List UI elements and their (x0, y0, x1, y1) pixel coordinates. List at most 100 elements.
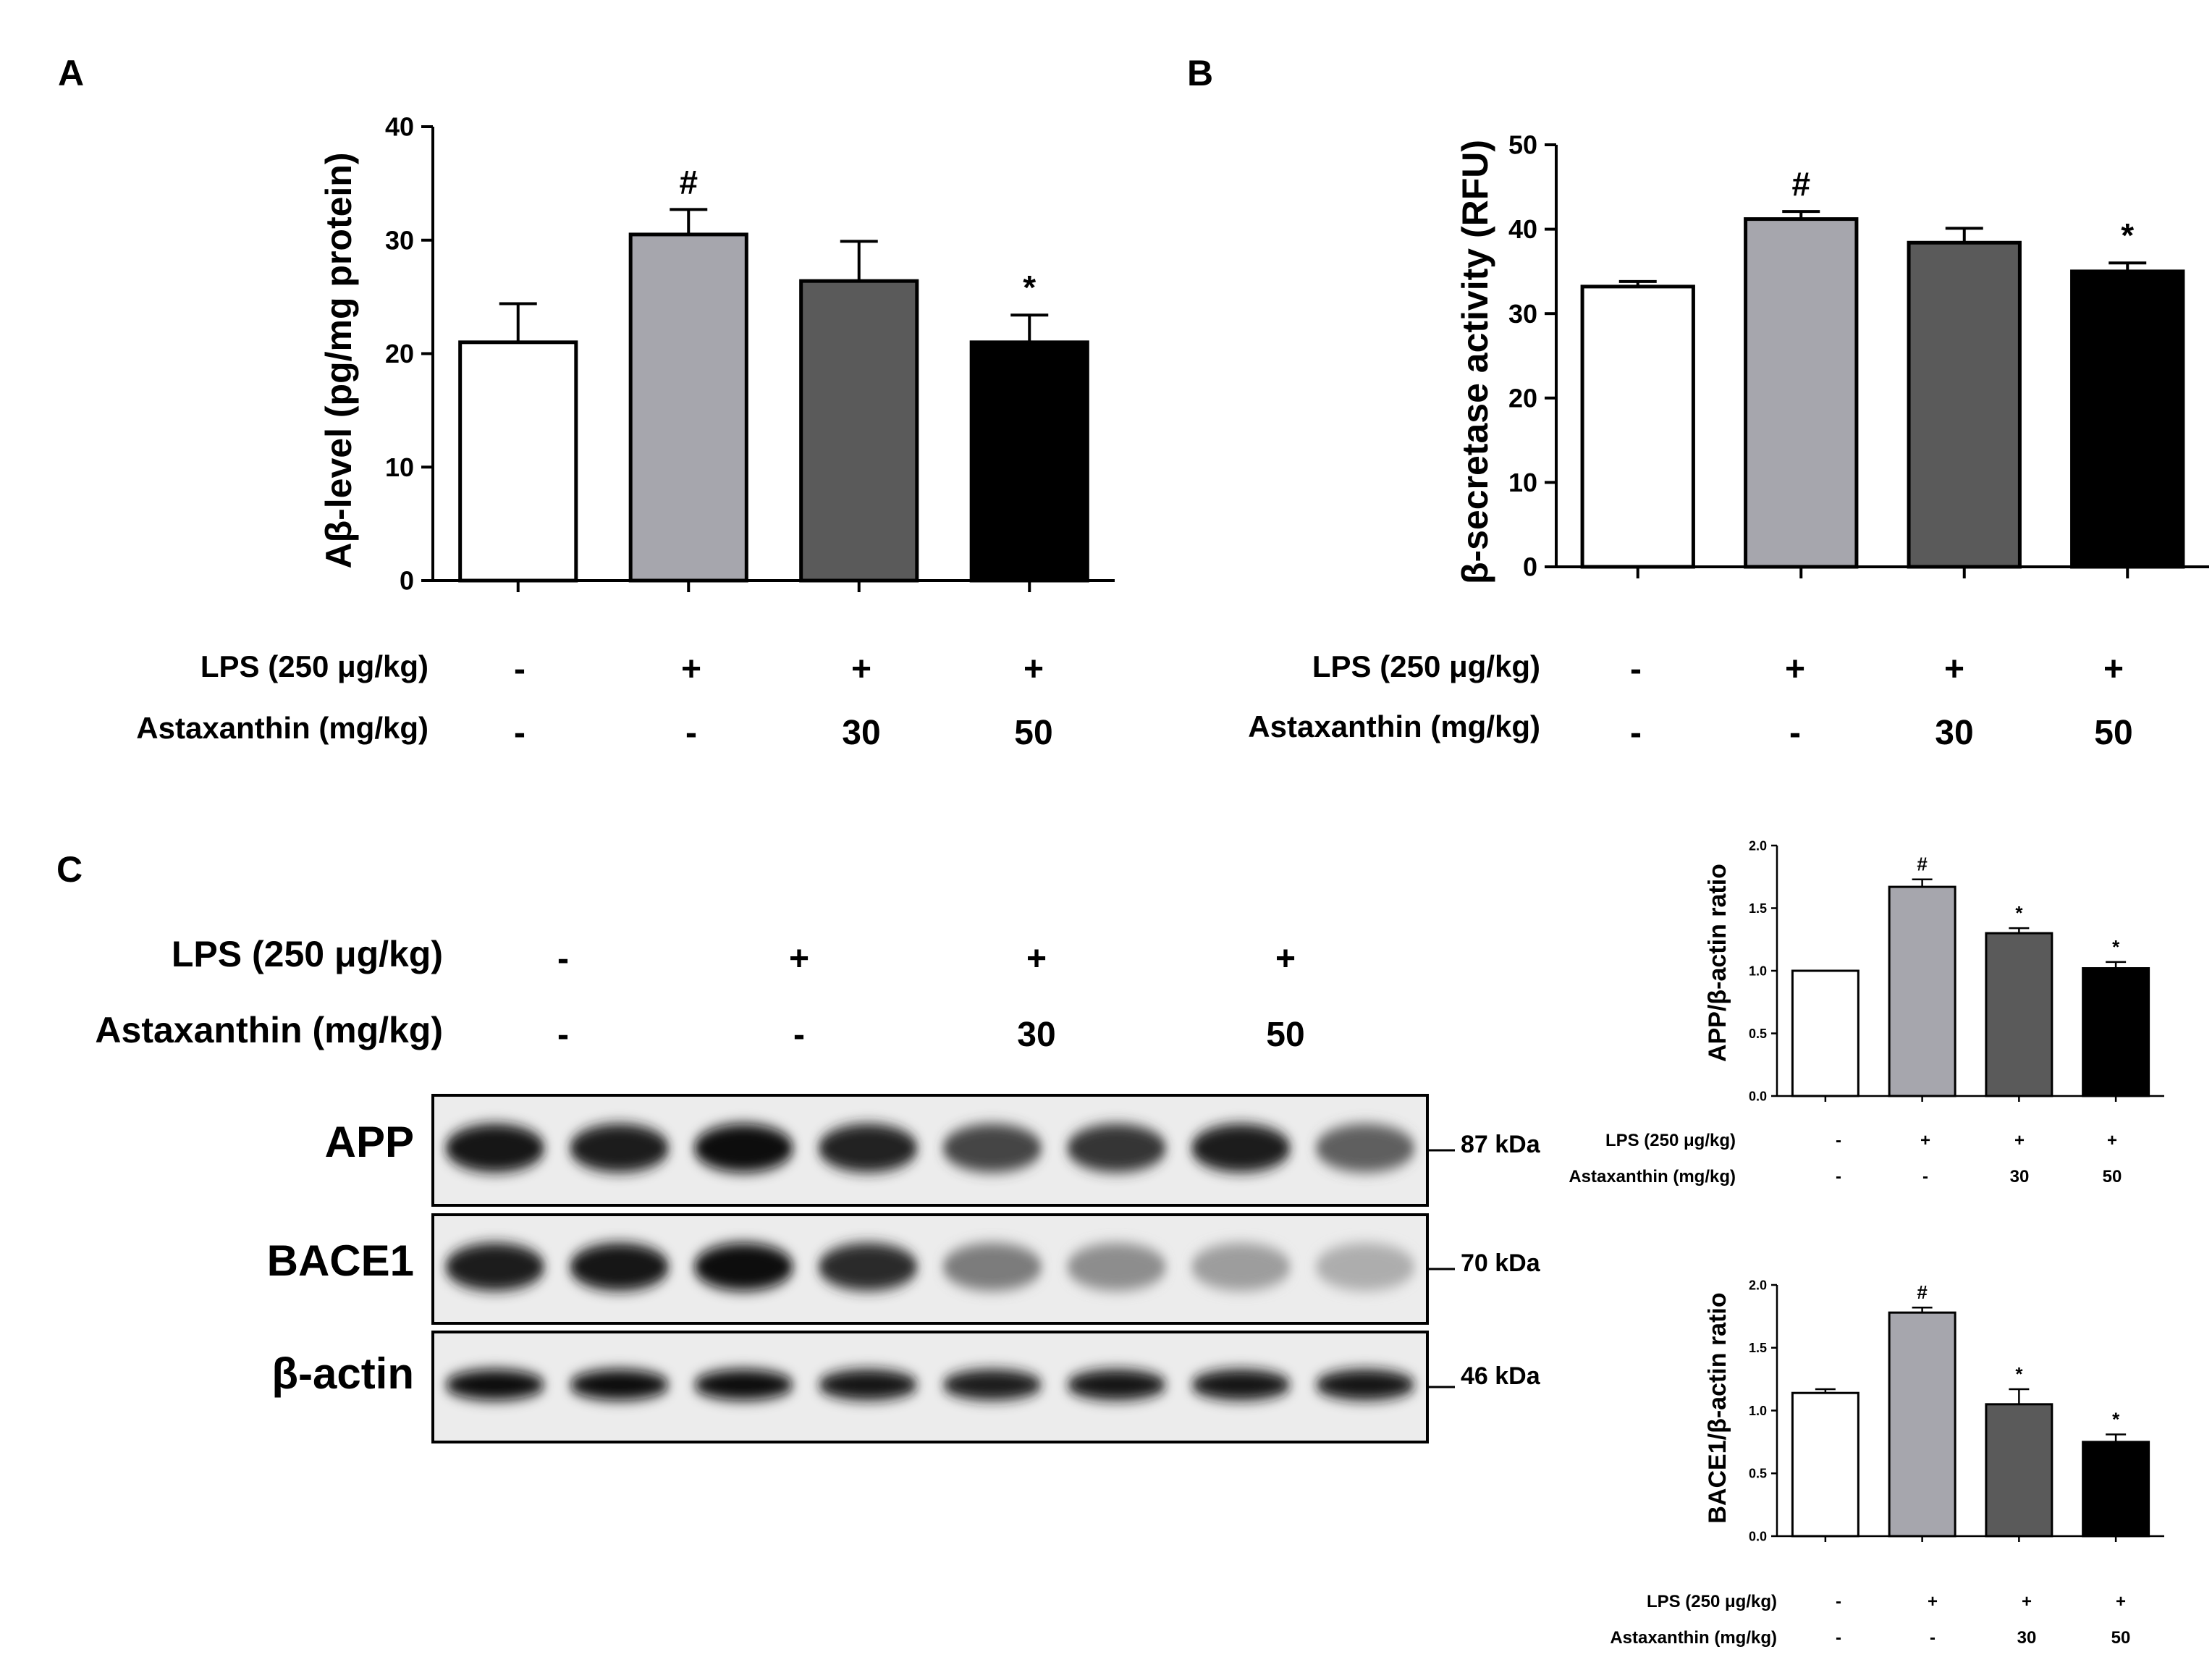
y-tick-label: 2.0 (1749, 838, 1767, 853)
y-tick-label: 0 (400, 566, 414, 596)
bace1-lps-value: + (1928, 1592, 1938, 1611)
panel-c-lps-value: + (1275, 940, 1296, 978)
app-astaxanthin-value: 50 (2103, 1167, 2122, 1186)
panel-a-ylabel: Aβ-level (pg/mg protein) (318, 153, 359, 569)
panel-a-letter: A (58, 53, 84, 93)
bar (2070, 269, 2185, 569)
bace1-astaxanthin-value: 30 (2017, 1628, 2037, 1648)
y-tick-label: 1.5 (1749, 1341, 1767, 1355)
bar (1907, 240, 2022, 569)
bar (628, 232, 748, 583)
blot-band (818, 1124, 918, 1173)
panel-c-lps-value: + (1026, 940, 1047, 978)
blot-band (1066, 1124, 1167, 1173)
blot-band (445, 1369, 545, 1401)
panel-a-astaxanthin-value: - (685, 714, 697, 752)
y-tick-label: 1.0 (1749, 964, 1767, 978)
asterisk-significance-marker: * (2015, 902, 2023, 924)
panel-b-astaxanthin-value: - (1789, 714, 1801, 752)
y-tick-label: 50 (1508, 130, 1537, 160)
hash-significance-marker: # (1917, 853, 1928, 875)
panel-c-blots: APP BACE1 β-actin 87 kDa 70 kDa 46 kDa (267, 1094, 1541, 1443)
blot-band (818, 1243, 918, 1291)
blot-band (569, 1243, 670, 1291)
app-astaxanthin-value: - (1922, 1167, 1928, 1186)
y-tick-label: 0.5 (1749, 1467, 1767, 1481)
panel-c-conditions: LPS (250 μg/kg) Astaxanthin (mg/kg) - + … (95, 934, 1304, 1054)
bar (1791, 1391, 1859, 1538)
blot-band (569, 1124, 670, 1173)
blot-label-beta-actin: β-actin (271, 1349, 414, 1398)
app-ratio-ylabel: APP/β-actin ratio (1704, 864, 1731, 1062)
y-tick-label: 30 (1508, 299, 1537, 329)
panel-a-astaxanthin-value: - (514, 714, 525, 752)
bace1-astaxanthin-label: Astaxanthin (mg/kg) (1610, 1628, 1777, 1648)
asterisk-significance-marker: * (2112, 936, 2120, 958)
y-tick-label: 0.0 (1749, 1529, 1767, 1543)
panel-b-astaxanthin-value: 30 (1935, 714, 1973, 752)
bar (458, 340, 578, 583)
blot-band (569, 1369, 670, 1401)
panel-c-app-chart: APP/β-actin ratio 0.0 0.5 1.0 1.5 2.0 # * * (1704, 838, 2164, 1103)
y-tick-label: 20 (385, 339, 414, 368)
bar (1888, 1311, 1956, 1538)
panel-a-lps-value: + (851, 650, 871, 688)
bar (2082, 1441, 2150, 1538)
panel-c-astaxanthin-value: - (793, 1016, 805, 1054)
blot-band (693, 1369, 794, 1401)
bar (1888, 885, 1956, 1097)
y-tick-label: 0.0 (1749, 1089, 1767, 1103)
hash-significance-marker: # (1917, 1281, 1928, 1303)
panel-a-astaxanthin-value: 50 (1014, 714, 1052, 752)
blot-kda-app: 87 kDa (1461, 1131, 1541, 1158)
app-lps-value: + (2014, 1131, 2025, 1150)
bar (2082, 967, 2150, 1097)
panel-b-astaxanthin-value: - (1630, 714, 1642, 752)
panel-c-astaxanthin-label: Astaxanthin (mg/kg) (95, 1010, 443, 1050)
panel-c-letter: C (56, 849, 83, 890)
bace1-astaxanthin-value: - (1836, 1628, 1841, 1648)
y-tick-label: 30 (385, 225, 414, 255)
panel-a-chart: Aβ-level (pg/mg protein) 0 10 20 30 40 # * (318, 112, 1115, 596)
blot-band (445, 1243, 545, 1291)
blot-band (693, 1124, 794, 1173)
panel-b-lps-value: + (2103, 650, 2124, 688)
bace1-lps-value: - (1836, 1592, 1841, 1611)
panel-a-astaxanthin-label: Astaxanthin (mg/kg) (136, 711, 429, 745)
panel-c-lps-value: - (557, 940, 569, 978)
panel-b-lps-value: - (1630, 650, 1642, 688)
app-astaxanthin-value: - (1836, 1167, 1841, 1186)
app-astaxanthin-value: 30 (2010, 1167, 2030, 1186)
bar (1580, 284, 1695, 569)
panel-c-astaxanthin-value: 50 (1266, 1016, 1304, 1054)
bace1-astaxanthin-value: - (1930, 1628, 1936, 1648)
asterisk-significance-marker: * (2121, 216, 2134, 254)
panel-c-bace1-conditions: LPS (250 μg/kg) Astaxanthin (mg/kg) - + … (1610, 1592, 2130, 1648)
panel-c-lps-label: LPS (250 μg/kg) (172, 934, 443, 974)
panel-b-ylabel: β-secretase activity (RFU) (1455, 140, 1495, 584)
blot-band (1315, 1369, 1415, 1401)
bace1-ratio-ylabel: BACE1/β-actin ratio (1704, 1292, 1731, 1523)
y-tick-label: 0.5 (1749, 1027, 1767, 1041)
bace1-lps-value: + (2116, 1592, 2126, 1611)
panel-a-lps-value: + (1023, 650, 1044, 688)
y-tick-label: 2.0 (1749, 1278, 1767, 1292)
y-tick-label: 40 (385, 112, 414, 142)
blot-band (445, 1124, 545, 1173)
y-tick-label: 1.0 (1749, 1404, 1767, 1418)
app-lps-value: - (1836, 1131, 1841, 1150)
panel-b-astaxanthin-label: Astaxanthin (mg/kg) (1248, 709, 1540, 743)
blot-band (1315, 1124, 1415, 1173)
blot-label-app: APP (325, 1118, 414, 1166)
blot-kda-beta-actin: 46 kDa (1461, 1362, 1541, 1390)
blot-band (1066, 1243, 1167, 1291)
blot-band (818, 1369, 918, 1401)
panel-a-conditions: LPS (250 μg/kg) Astaxanthin (mg/kg) - + … (136, 649, 1052, 752)
app-lps-value: + (2107, 1131, 2117, 1150)
blot-kda-bace1: 70 kDa (1461, 1249, 1541, 1277)
bar (1985, 1403, 2053, 1538)
app-lps-label: LPS (250 μg/kg) (1605, 1131, 1736, 1150)
blot-band (1191, 1369, 1291, 1401)
panel-b-astaxanthin-value: 50 (2094, 714, 2132, 752)
bace1-lps-value: + (2022, 1592, 2032, 1611)
